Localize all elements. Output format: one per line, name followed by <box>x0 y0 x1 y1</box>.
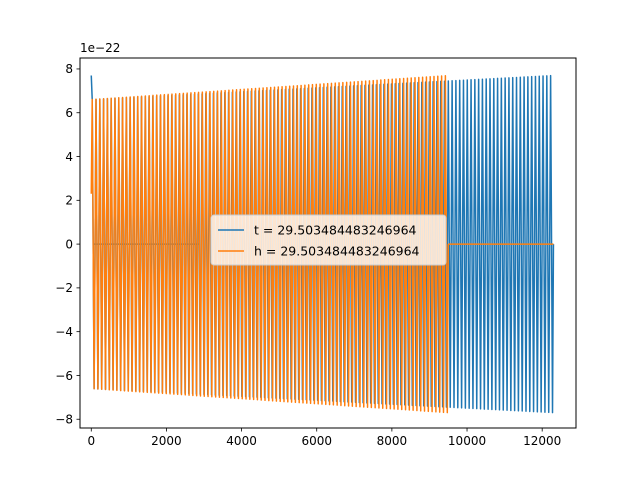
x-tick-label: 4000 <box>226 434 257 448</box>
y-tick-label: 6 <box>65 106 73 120</box>
x-tick-label: 2000 <box>151 434 182 448</box>
x-tick-label: 6000 <box>301 434 332 448</box>
legend-box <box>210 214 447 266</box>
x-tick-label: 12000 <box>523 434 561 448</box>
y-tick-label: −8 <box>55 413 73 427</box>
legend-label-0: t = 29.503484483246964 <box>254 223 417 238</box>
y-axis: −8 −6 −4 −2 0 2 4 6 8 <box>55 62 80 427</box>
plot-frame <box>79 57 577 429</box>
legend-label-1: h = 29.503484483246964 <box>254 244 420 259</box>
y-tick-label: −4 <box>55 325 73 339</box>
legend: t = 29.503484483246964 h = 29.50348448324… <box>210 214 447 266</box>
y-tick-label: −6 <box>55 369 73 383</box>
y-tick-label: 8 <box>65 62 73 76</box>
x-tick-label: 0 <box>87 434 95 448</box>
y-tick-label: −2 <box>55 281 73 295</box>
y-tick-label: 2 <box>65 194 73 208</box>
x-axis: 0 2000 4000 6000 8000 10000 12000 <box>87 428 561 448</box>
y-offset-label: 1e−22 <box>80 41 120 55</box>
y-tick-label: 0 <box>65 237 73 251</box>
x-tick-label: 8000 <box>377 434 408 448</box>
x-tick-label: 10000 <box>448 434 486 448</box>
y-tick-label: 4 <box>65 150 73 164</box>
